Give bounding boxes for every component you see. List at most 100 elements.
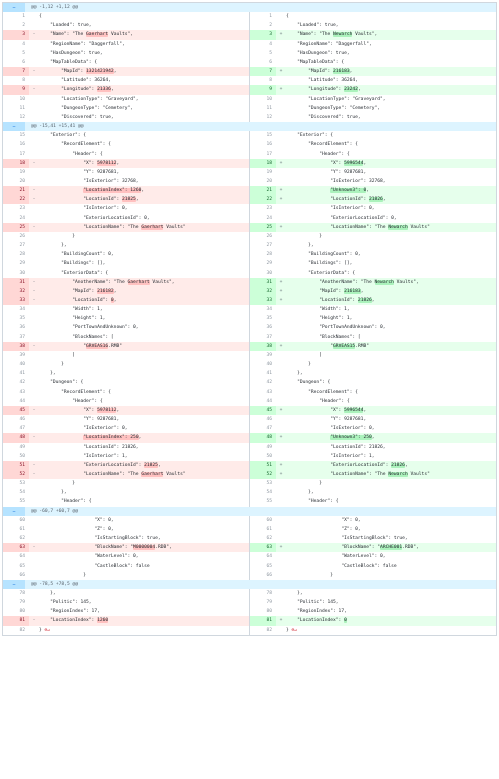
line-number[interactable]: 37 [19, 334, 25, 340]
line-number[interactable]: 53 [266, 481, 272, 487]
line-number[interactable]: 27 [266, 243, 272, 249]
line-number[interactable]: 17 [266, 151, 272, 157]
line-number[interactable]: 31 [3, 277, 29, 287]
line-number[interactable]: 44 [19, 398, 25, 404]
line-number[interactable]: 15 [19, 133, 25, 139]
line-number[interactable]: 51 [3, 460, 29, 470]
line-number[interactable]: 54 [19, 490, 25, 496]
line-number[interactable]: 42 [19, 380, 25, 386]
line-number[interactable]: 48 [3, 433, 29, 443]
line-number[interactable]: 79 [19, 600, 25, 606]
line-number[interactable]: 41 [19, 371, 25, 377]
line-number[interactable]: 37 [266, 334, 272, 340]
line-number[interactable]: 6 [269, 59, 272, 65]
line-number[interactable]: 4 [269, 41, 272, 47]
line-number[interactable]: 22 [250, 195, 276, 205]
line-number[interactable]: 26 [19, 233, 25, 239]
line-number[interactable]: 25 [250, 222, 276, 232]
line-number[interactable]: 10 [266, 96, 272, 102]
line-number[interactable]: 31 [250, 277, 276, 287]
line-number[interactable]: 36 [266, 325, 272, 331]
line-number[interactable]: 65 [266, 563, 272, 569]
line-number[interactable]: 40 [266, 362, 272, 368]
line-number[interactable]: 64 [266, 554, 272, 560]
line-number[interactable]: 45 [250, 405, 276, 416]
line-number[interactable]: 47 [19, 426, 25, 432]
line-number[interactable]: 11 [19, 105, 25, 111]
line-number[interactable]: 55 [19, 499, 25, 505]
expand-hunk-button[interactable]: … [3, 579, 25, 589]
line-number[interactable]: 34 [266, 307, 272, 313]
line-number[interactable]: 3 [3, 30, 29, 40]
line-number[interactable]: 4 [22, 41, 25, 47]
line-number[interactable]: 8 [269, 78, 272, 84]
line-number[interactable]: 55 [266, 499, 272, 505]
line-number[interactable]: 24 [19, 215, 25, 221]
line-number[interactable]: 32 [250, 286, 276, 296]
line-number[interactable]: 49 [19, 444, 25, 450]
line-number[interactable]: 78 [19, 591, 25, 596]
line-number[interactable]: 50 [19, 453, 25, 459]
line-number[interactable]: 78 [266, 591, 272, 596]
line-number[interactable]: 35 [19, 316, 25, 322]
line-number[interactable]: 23 [266, 206, 272, 212]
line-number[interactable]: 40 [19, 362, 25, 368]
line-number[interactable]: 29 [19, 261, 25, 267]
line-number[interactable]: 62 [266, 536, 272, 542]
line-number[interactable]: 34 [19, 307, 25, 313]
line-number[interactable]: 45 [3, 405, 29, 416]
line-number[interactable]: 19 [19, 169, 25, 175]
line-number[interactable]: 30 [266, 270, 272, 276]
line-number[interactable]: 60 [266, 517, 272, 523]
line-number[interactable]: 1 [269, 14, 272, 20]
line-number[interactable]: 51 [250, 460, 276, 470]
line-number[interactable]: 39 [266, 352, 272, 358]
line-number[interactable]: 47 [266, 426, 272, 432]
line-number[interactable]: 82 [19, 627, 25, 633]
line-number[interactable]: 18 [250, 158, 276, 168]
line-number[interactable]: 21 [3, 186, 29, 196]
line-number[interactable]: 32 [3, 286, 29, 296]
line-number[interactable]: 52 [3, 469, 29, 480]
line-number[interactable]: 10 [19, 96, 25, 102]
line-number[interactable]: 38 [3, 341, 29, 351]
expand-hunk-button[interactable]: … [3, 506, 25, 516]
line-number[interactable]: 26 [266, 233, 272, 239]
line-number[interactable]: 46 [19, 417, 25, 423]
expand-hunk-button[interactable]: … [3, 122, 25, 132]
line-number[interactable]: 41 [266, 371, 272, 377]
line-number[interactable]: 7 [250, 67, 276, 77]
line-number[interactable]: 43 [19, 389, 25, 395]
line-number[interactable]: 50 [266, 453, 272, 459]
line-number[interactable]: 8 [22, 78, 25, 84]
line-number[interactable]: 42 [266, 380, 272, 386]
line-number[interactable]: 16 [266, 142, 272, 148]
line-number[interactable]: 81 [3, 616, 29, 626]
line-number[interactable]: 27 [19, 243, 25, 249]
line-number[interactable]: 20 [19, 178, 25, 184]
line-number[interactable]: 52 [250, 469, 276, 480]
line-number[interactable]: 53 [19, 481, 25, 487]
line-number[interactable]: 80 [266, 609, 272, 615]
expand-hunk-button[interactable]: … [3, 3, 25, 13]
line-number[interactable]: 2 [269, 23, 272, 29]
line-number[interactable]: 43 [266, 389, 272, 395]
line-number[interactable]: 80 [19, 609, 25, 615]
line-number[interactable]: 49 [266, 444, 272, 450]
line-number[interactable]: 2 [22, 23, 25, 29]
line-number[interactable]: 36 [19, 325, 25, 331]
line-number[interactable]: 48 [250, 433, 276, 443]
line-number[interactable]: 3 [250, 30, 276, 40]
line-number[interactable]: 54 [266, 490, 272, 496]
line-number[interactable]: 12 [19, 114, 25, 120]
line-number[interactable]: 11 [266, 105, 272, 111]
line-number[interactable]: 35 [266, 316, 272, 322]
line-number[interactable]: 38 [250, 341, 276, 351]
line-number[interactable]: 9 [250, 85, 276, 95]
line-number[interactable]: 46 [266, 417, 272, 423]
line-number[interactable]: 63 [250, 543, 276, 553]
line-number[interactable]: 17 [19, 151, 25, 157]
line-number[interactable]: 5 [269, 50, 272, 56]
line-number[interactable]: 21 [250, 186, 276, 196]
line-number[interactable]: 28 [19, 252, 25, 258]
